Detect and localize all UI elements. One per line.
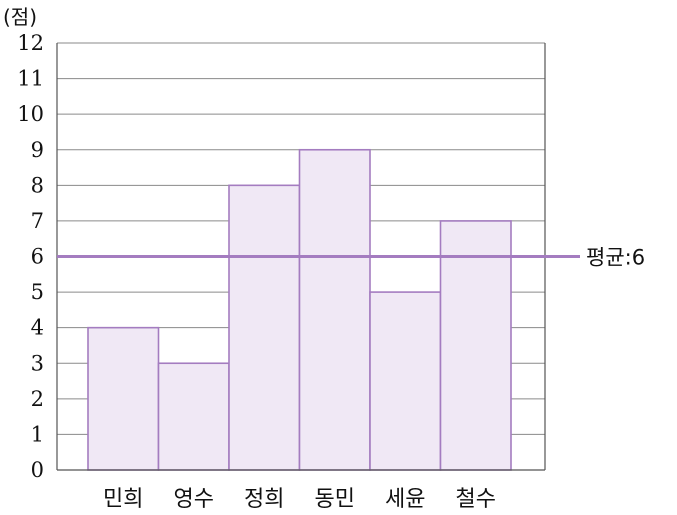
average-label: 평균:6 <box>586 246 645 270</box>
x-category-label: 민희 <box>103 487 143 512</box>
bar-철수 <box>439 220 512 471</box>
y-tick-label: 7 <box>31 209 44 233</box>
y-tick-label: 6 <box>31 245 44 269</box>
x-category-label: 동민 <box>315 487 355 512</box>
x-category-labels: 민희 영수 정희 동민 세윤 철수 <box>103 487 496 512</box>
bar-정희 <box>228 184 301 471</box>
y-tick-label: 9 <box>31 138 44 162</box>
y-tick-label: 5 <box>31 280 44 304</box>
y-tick-label: 1 <box>31 422 44 446</box>
y-tick-label: 3 <box>31 351 44 375</box>
bar-세윤 <box>369 291 442 471</box>
y-tick-label: 11 <box>17 67 44 91</box>
bars <box>87 148 512 471</box>
y-tick-label: 12 <box>17 31 44 55</box>
y-tick-label: 4 <box>31 316 44 340</box>
y-tick-label: 0 <box>31 458 44 482</box>
y-axis-unit: (점) <box>3 5 37 29</box>
y-tick-label: 2 <box>31 387 44 411</box>
y-tick-label: 8 <box>31 173 44 197</box>
x-category-label: 영수 <box>174 487 214 512</box>
y-tick-label: 10 <box>17 102 44 126</box>
bar-민희 <box>87 326 160 471</box>
bar-동민 <box>298 148 371 471</box>
x-category-label: 세윤 <box>385 487 425 512</box>
x-category-label: 철수 <box>456 487 496 512</box>
x-category-label: 정희 <box>244 487 284 512</box>
bar-영수 <box>157 362 230 471</box>
